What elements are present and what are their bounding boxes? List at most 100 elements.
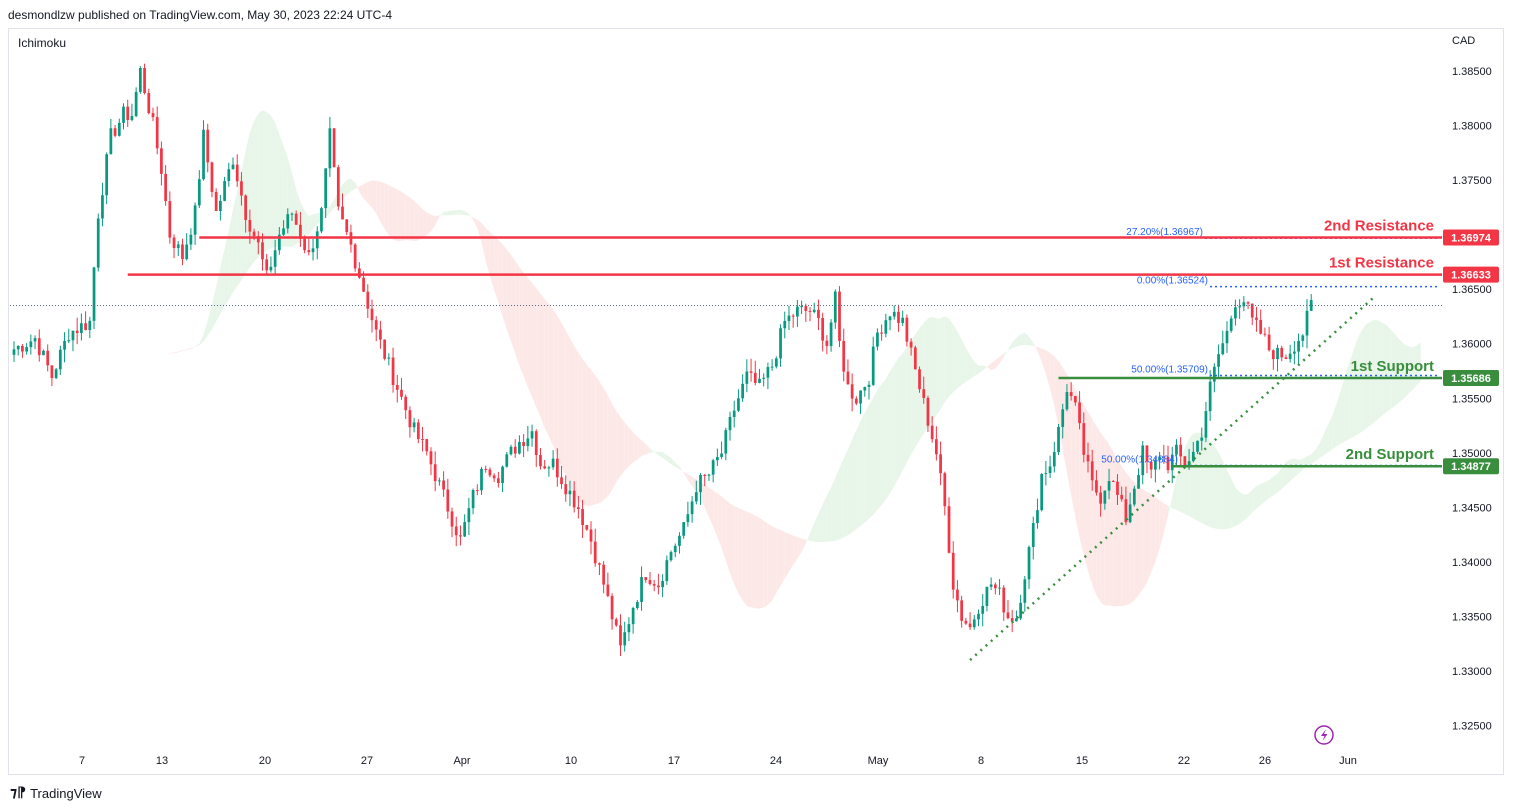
candle[interactable] [673,543,677,558]
candle[interactable] [450,507,454,538]
candle[interactable] [315,226,319,260]
candle[interactable] [1309,294,1313,312]
candle[interactable] [1297,333,1300,365]
candle[interactable] [530,424,534,447]
candle[interactable] [509,444,513,456]
candle[interactable] [235,154,239,187]
candle[interactable] [412,417,416,433]
x-axis[interactable]: 7 13 20 27 Apr 10 17 24 May 8 15 22 26 Jun [79,755,1357,767]
candle[interactable] [614,617,618,627]
candle[interactable] [897,304,900,332]
candle[interactable] [244,194,248,233]
candle[interactable] [1175,439,1178,468]
candle[interactable] [54,368,58,380]
candle[interactable] [724,427,728,461]
candle[interactable] [648,571,652,586]
candle[interactable] [825,335,829,355]
candle[interactable] [433,451,437,492]
candle[interactable] [463,514,467,538]
candle[interactable] [58,345,62,375]
candle[interactable] [758,368,761,384]
candle[interactable] [960,595,964,628]
candle[interactable] [181,238,184,266]
candle[interactable] [88,316,92,339]
candle[interactable] [968,612,972,631]
candle[interactable] [585,525,589,531]
y-axis[interactable]: 1.385001.380001.375001.370001.365001.360… [1452,66,1492,733]
candle[interactable] [294,210,298,225]
candle[interactable] [1052,441,1056,473]
candle[interactable] [50,365,54,387]
candle[interactable] [484,465,488,473]
candle[interactable] [138,66,142,94]
candle[interactable] [273,239,277,275]
candle[interactable] [143,63,146,95]
candle[interactable] [753,360,757,386]
candle[interactable] [1293,341,1296,365]
candle[interactable] [299,211,302,247]
candle[interactable] [694,480,698,505]
candle[interactable] [1103,490,1107,510]
candle[interactable] [16,345,20,356]
candle[interactable] [652,579,656,592]
candle[interactable] [29,334,33,355]
candle[interactable] [261,233,264,271]
candle[interactable] [918,366,921,393]
candle[interactable] [336,164,340,211]
candle[interactable] [551,450,555,470]
candle[interactable] [155,106,159,155]
candle[interactable] [84,311,87,331]
candle[interactable] [492,473,496,482]
candle[interactable] [374,316,378,342]
candle[interactable] [1036,498,1039,529]
candle[interactable] [732,400,736,428]
candle[interactable] [46,344,50,372]
candle[interactable] [749,358,753,382]
candle[interactable] [1162,444,1166,464]
indicator-label[interactable]: Ichimoku [18,36,67,50]
candle[interactable] [892,305,896,320]
candle[interactable] [1057,423,1060,456]
candle[interactable] [1086,442,1090,473]
candle[interactable] [1019,594,1022,621]
candle[interactable] [80,313,83,341]
candle[interactable] [130,103,134,122]
candle[interactable] [223,176,226,202]
candle[interactable] [522,434,525,458]
candle[interactable] [438,477,441,486]
candle[interactable] [1069,382,1073,401]
candle[interactable] [635,599,639,610]
candle[interactable] [555,448,559,487]
candle[interactable] [12,341,16,362]
candle[interactable] [560,465,563,489]
candle[interactable] [459,525,462,546]
candle[interactable] [446,478,450,519]
candle[interactable] [1107,468,1111,500]
candle[interactable] [951,541,955,599]
candle[interactable] [808,307,812,322]
candle[interactable] [71,330,75,352]
candle[interactable] [1217,344,1220,379]
candle[interactable] [480,466,483,495]
candle[interactable] [1246,301,1250,310]
candle[interactable] [998,579,1001,596]
candle[interactable] [1149,461,1153,479]
candle[interactable] [1238,299,1241,319]
candle[interactable] [846,359,850,385]
candle[interactable] [467,497,471,536]
candle[interactable] [1179,437,1183,468]
candle[interactable] [160,141,163,186]
candle[interactable] [387,353,391,366]
candle[interactable] [1276,344,1279,372]
candle[interactable] [505,452,509,468]
candle[interactable] [682,522,686,539]
candle[interactable] [791,313,795,328]
candle[interactable] [370,299,374,333]
candle[interactable] [501,465,504,492]
candle[interactable] [859,390,862,414]
candle[interactable] [307,237,311,256]
candle[interactable] [101,182,104,227]
candle[interactable] [1204,401,1208,443]
candle[interactable] [265,253,269,276]
candle[interactable] [1031,516,1035,560]
